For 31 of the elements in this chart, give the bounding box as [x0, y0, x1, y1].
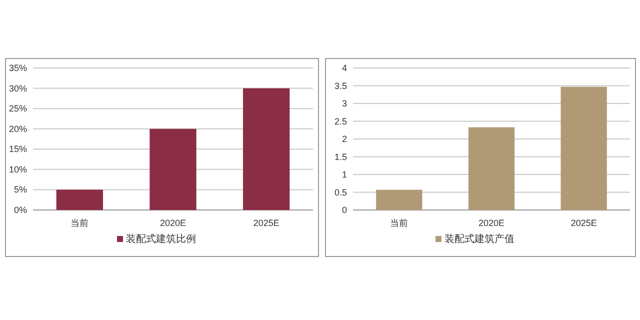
bar	[376, 190, 422, 210]
y-tick-label: 0%	[14, 205, 27, 215]
y-tick-label: 0.5	[334, 187, 347, 198]
y-tick-label: 5%	[14, 184, 27, 195]
x-tick-label: 2020E	[478, 218, 505, 228]
x-tick-label: 2025E	[570, 218, 597, 228]
legend-label: 装配式建筑产值	[444, 233, 514, 245]
x-tick-label: 2020E	[160, 218, 186, 228]
y-tick-label: 2	[342, 134, 347, 144]
bar	[56, 190, 103, 210]
y-tick-label: 10%	[8, 164, 27, 174]
y-tick-label: 25%	[8, 104, 27, 114]
y-tick-label: 4	[342, 63, 347, 73]
x-tick-label: 2025E	[253, 218, 280, 228]
y-tick-label: 3.5	[334, 80, 347, 91]
y-tick-label: 2.5	[334, 116, 347, 126]
y-tick-label: 20%	[8, 124, 27, 134]
legend-label: 装配式建筑比例	[126, 233, 196, 245]
bar	[560, 86, 607, 210]
x-tick-label: 当前	[70, 218, 89, 228]
bar	[468, 127, 515, 210]
y-tick-label: 1	[342, 170, 347, 180]
y-tick-label: 0	[342, 205, 347, 215]
y-tick-label: 35%	[8, 63, 27, 73]
bar	[150, 128, 196, 210]
y-tick-label: 15%	[8, 144, 27, 154]
y-tick-label: 30%	[8, 83, 27, 94]
bar	[243, 88, 290, 210]
y-tick-label: 1.5	[334, 152, 347, 162]
y-tick-label: 3	[342, 98, 347, 108]
x-tick-label: 当前	[390, 218, 408, 228]
